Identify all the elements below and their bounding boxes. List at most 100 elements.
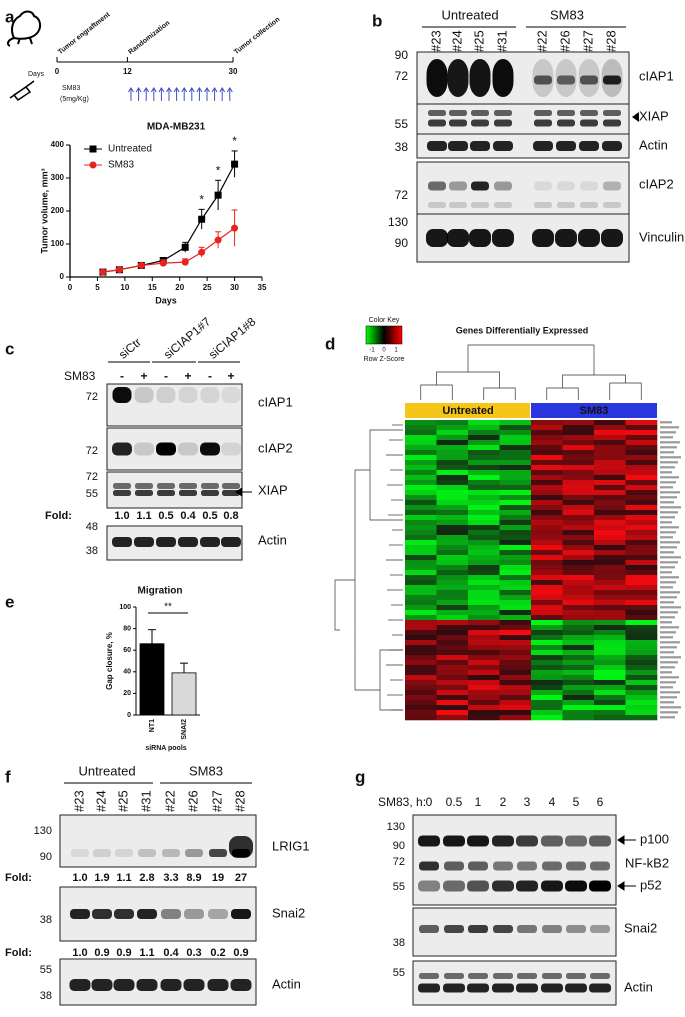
heatmap-cell [499,435,532,441]
protein-label: p100 [640,831,669,846]
heatmap-cell [562,640,595,646]
heatmap-cell [625,595,658,601]
heatmap-cell [499,540,532,546]
heatmap-cell [499,670,532,676]
heatmap-cell [436,465,469,471]
mw-marker: 48 [86,521,98,533]
gene-label-stub [660,521,672,524]
heatmap-cell [436,425,469,431]
heatmap-cell [468,445,500,451]
gene-label-stub [660,546,677,549]
gene-label-stub [660,701,674,704]
band [470,141,490,151]
protein-label: Actin [272,976,301,991]
heatmap-cell [562,580,595,586]
heatmap-cell [531,655,563,661]
heatmap-cell [499,570,532,576]
heatmap-cell [499,450,532,456]
heatmap-cell [531,575,563,581]
heatmap-cell [594,630,626,636]
days-label: Days [28,71,44,78]
heatmap-cell [562,660,595,666]
band [112,442,132,456]
heatmap-cell [594,645,626,651]
heatmap-cell [625,695,658,701]
heatmap-cell [562,560,595,566]
heatmap-cell [625,520,658,526]
heatmap-cell [562,695,595,701]
heatmap-cell [499,440,532,446]
heatmap-cell [562,550,595,556]
heatmap-cell [468,520,500,526]
band [555,229,577,247]
heatmap-cell [562,530,595,536]
heatmap-cell [499,700,532,706]
heatmap-cell [562,575,595,581]
band [221,387,241,403]
lane-label: #22 [162,790,177,812]
heatmap-cell [436,625,469,631]
heatmap-cell [499,590,532,596]
heatmap-cell [625,460,658,466]
blot [412,814,617,906]
band [566,973,586,979]
heatmap-cell [594,460,626,466]
fold-value: 0.4 [163,947,179,959]
gene-label-stub [660,461,678,464]
gene-label-stub [660,531,676,534]
band [468,973,488,979]
group-bar [405,403,530,418]
heatmap-cell [625,420,658,426]
heatmap-cell [531,585,563,591]
heatmap-cell [625,550,658,556]
x-tick-label: SNAI2 [181,719,188,740]
heatmap-cell [405,420,437,426]
band [449,110,467,116]
gene-label-stub [660,571,672,574]
band [516,835,538,847]
heatmap-cell [594,495,626,501]
band [200,442,220,456]
x-axis-label: siRNA pools [145,745,186,752]
heatmap-cell [405,670,437,676]
heatmap-cell [436,595,469,601]
heatmap-cell [594,685,626,691]
heatmap-cell [468,490,500,496]
heatmap-cell [468,420,500,426]
heatmap-cell [594,540,626,546]
heatmap-cell [405,700,437,706]
gene-label-stub [660,501,674,504]
lane-label: #28 [603,30,618,52]
heatmap-cell [594,440,626,446]
heatmap-cell [562,465,595,471]
heatmap-cell [468,575,500,581]
treatment-label: SM83, h: [378,795,426,809]
blot [412,960,617,1006]
band [471,202,489,208]
heatmap-cell [499,585,532,591]
heatmap-cell [625,585,658,591]
gene-label-stub [660,691,680,694]
heatmap-cell [436,485,469,491]
heatmap-cell [594,610,626,616]
band [603,119,621,127]
x-tick-label: 35 [258,283,267,292]
heatmap-cell [436,515,469,521]
heatmap-cell [531,470,563,476]
heatmap-cell [594,515,626,521]
heatmap-cell [625,465,658,471]
band [201,490,219,496]
heatmap-cell [625,500,658,506]
heatmap-cell [436,600,469,606]
heatmap-cell [436,540,469,546]
heatmap-cell [436,710,469,716]
gene-label-stub [660,441,680,444]
band [134,537,154,547]
heatmap-cell [625,675,658,681]
mw-marker: 38 [86,545,98,557]
heatmap-cell [405,565,437,571]
band [603,202,621,208]
dose-arrow [158,87,165,101]
heatmap-cell [594,595,626,601]
band [493,973,513,979]
